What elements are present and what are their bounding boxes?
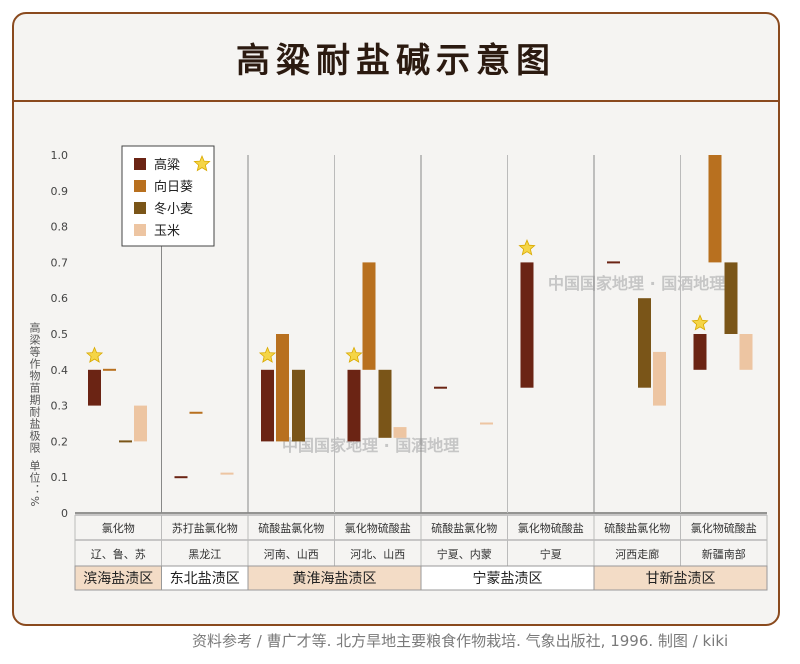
y-tick-label: 0.5 — [51, 328, 69, 341]
salt-type-label: 苏打盐氯化物 — [172, 521, 238, 535]
y-axis-label: 高梁等作物苗期耐盐极限 — [28, 322, 41, 454]
salt-type-label: 氯化物硫酸盐 — [518, 521, 584, 535]
region-cell — [247, 565, 422, 591]
province-label: 黑龙江 — [188, 548, 221, 561]
star-icon — [518, 239, 536, 256]
y-tick-label: 0.1 — [51, 471, 69, 484]
y-tick-label: 0.3 — [51, 400, 69, 413]
salt-type-label: 硫酸盐氯化物 — [604, 521, 670, 535]
province-label: 宁夏 — [540, 547, 562, 561]
region-cell — [74, 565, 162, 591]
province-label: 辽、鲁、苏 — [91, 547, 146, 561]
bar-高粱 — [607, 261, 620, 264]
legend-star-icon — [193, 154, 211, 172]
legend-label: 高粱 — [154, 157, 180, 173]
legend-swatch — [134, 224, 146, 236]
y-tick-label: 0.6 — [51, 292, 69, 305]
bar-高粱 — [174, 476, 188, 479]
star-icon — [345, 346, 363, 363]
legend-label: 冬小麦 — [154, 201, 193, 217]
salt-type-label: 氯化物硫酸盐 — [691, 521, 757, 535]
bar-玉米 — [480, 422, 493, 425]
y-axis-unit: 单位：% — [28, 460, 41, 508]
watermark: 中国国家地理 · 国酒地理 — [282, 436, 460, 455]
title-bar: 高粱耐盐碱示意图 — [14, 14, 778, 102]
bar-冬小麦 — [119, 440, 132, 443]
bar-高粱 — [434, 386, 447, 389]
region-label: 宁蒙盐渍区 — [473, 570, 543, 587]
legend-swatch — [134, 180, 146, 192]
province-label: 新疆南部 — [702, 547, 746, 561]
region-label: 甘新盐渍区 — [646, 571, 716, 587]
y-tick-label: 0 — [61, 507, 68, 520]
salt-type-label: 氯化物硫酸盐 — [345, 521, 411, 535]
chart-frame — [12, 12, 780, 626]
province-label: 河西走廊 — [615, 547, 659, 561]
bar-高粱 — [347, 369, 361, 442]
chart-title: 高粱耐盐碱示意图 — [236, 40, 556, 81]
region-label: 滨海盐渍区 — [83, 571, 153, 587]
legend-label: 向日葵 — [154, 179, 193, 195]
legend-swatch — [134, 158, 146, 170]
y-tick-label: 0.4 — [51, 364, 69, 377]
bar-玉米 — [220, 472, 234, 475]
province-label: 宁夏、内蒙 — [437, 547, 492, 561]
legend-label: 玉米 — [154, 224, 180, 239]
bar-玉米 — [393, 427, 407, 438]
bar-向日葵 — [362, 262, 376, 370]
bar-玉米 — [653, 351, 666, 406]
star-icon — [85, 346, 104, 363]
salt-type-label: 氯化物 — [102, 521, 135, 535]
bar-向日葵 — [708, 155, 722, 263]
region-cell — [420, 565, 595, 591]
bar-高粱 — [520, 262, 534, 388]
star-icon — [691, 314, 709, 331]
bar-冬小麦 — [292, 369, 305, 442]
bar-玉米 — [739, 334, 753, 370]
bar-高粱 — [261, 369, 274, 442]
bar-向日葵 — [189, 411, 203, 414]
province-label: 河北、山西 — [350, 548, 405, 561]
region-label: 东北盐渍区 — [170, 571, 240, 587]
bar-高粱 — [88, 369, 101, 406]
bar-向日葵 — [276, 334, 289, 442]
bar-冬小麦 — [638, 298, 651, 388]
legend-swatch — [134, 202, 146, 214]
bar-冬小麦 — [378, 369, 392, 438]
y-tick-label: 0.7 — [51, 256, 69, 269]
salt-type-label: 硫酸盐氯化物 — [431, 521, 497, 535]
y-tick-label: 0.9 — [51, 185, 69, 198]
region-cell — [593, 565, 768, 591]
bar-玉米 — [134, 405, 147, 442]
salt-type-label: 硫酸盐氯化物 — [258, 521, 324, 535]
y-axis-label-wrap: 高梁等作物苗期耐盐极限 单位：% — [26, 322, 42, 507]
bar-冬小麦 — [724, 262, 738, 334]
bar-高粱 — [693, 334, 707, 370]
bar-向日葵 — [103, 368, 116, 371]
region-label: 黄淮海盐渍区 — [293, 570, 377, 587]
region-cell — [161, 565, 249, 591]
y-tick-label: 1.0 — [51, 149, 69, 162]
star-icon — [258, 346, 277, 363]
y-tick-label: 0.8 — [51, 221, 69, 234]
province-label: 河南、山西 — [264, 548, 319, 561]
y-tick-label: 0.2 — [51, 435, 69, 448]
credit-text: 资料参考 / 曹广才等. 北方旱地主要粮食作物栽培. 气象出版社, 1996. … — [192, 632, 729, 650]
